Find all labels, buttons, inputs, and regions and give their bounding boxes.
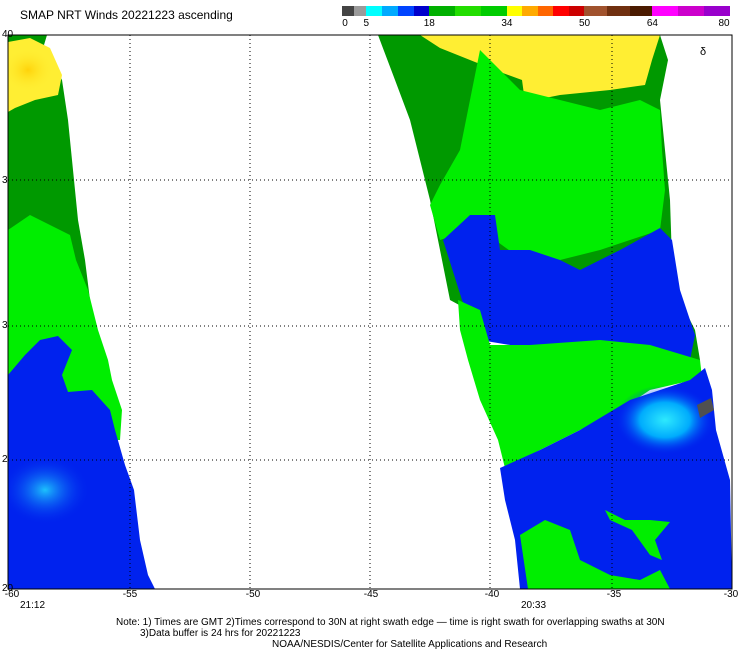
colorbar-swatch <box>522 6 538 16</box>
rain-flag-patch <box>697 398 714 418</box>
colorbar-swatch <box>342 6 355 16</box>
x-tick: -40 <box>484 589 500 600</box>
right-swath-light-green-north <box>430 50 665 260</box>
swath-time-left: 21:12 <box>20 600 46 611</box>
colorbar-swatch <box>366 6 382 16</box>
colorbar-label: 0 <box>342 18 348 29</box>
colorbar-swatch <box>537 6 554 16</box>
colorbar-label: 5 <box>363 18 370 29</box>
colorbar-label: 34 <box>501 18 513 29</box>
x-tick: -35 <box>606 589 622 600</box>
y-tick: 3 <box>2 175 8 186</box>
note-line-2: 3)Data buffer is 24 hrs for 20221223 <box>140 628 301 639</box>
right-swath-green-tongue <box>605 510 670 560</box>
colorbar-label: 80 <box>718 18 730 29</box>
map-title: SMAP NRT Winds 20221223 ascending <box>20 8 233 22</box>
x-tick: -60 <box>4 589 20 600</box>
y-tick: 20 <box>2 583 14 594</box>
colorbar-swatch <box>629 6 653 16</box>
colorbar-swatch <box>354 6 367 16</box>
colorbar-swatch <box>455 6 481 16</box>
y-tick: 2 <box>2 454 8 465</box>
colorbar-swatch <box>413 6 430 16</box>
x-tick: -45 <box>363 589 379 600</box>
symbol-marker: δ <box>700 46 706 58</box>
colorbar-swatch <box>568 6 585 16</box>
y-tick: 3 <box>2 320 8 331</box>
note-line-3: NOAA/NESDIS/Center for Satellite Applica… <box>272 639 548 650</box>
note-line-1: Note: 1) Times are GMT 2)Times correspon… <box>116 617 665 628</box>
colorbar-swatch <box>506 6 523 16</box>
colorbar-label: 64 <box>646 18 658 29</box>
colorbar-swatch <box>480 6 507 16</box>
colorbar-swatch <box>678 6 704 16</box>
colorbar-label: 50 <box>578 18 591 29</box>
colorbar-swatch <box>397 6 414 16</box>
right-swath-light-green-patch <box>520 520 670 589</box>
colorbar-label: 18 <box>423 18 435 29</box>
colorbar-swatch <box>652 6 679 16</box>
wind-speed-colorbar <box>342 6 730 16</box>
right-swath-light-green-south <box>458 300 702 468</box>
x-tick: -50 <box>245 589 261 600</box>
colorbar-swatch <box>429 6 456 16</box>
colorbar-labels: 0 5 18 34 50 64 80 <box>342 18 730 32</box>
colorbar-swatch <box>607 6 630 16</box>
right-swath-blue-north <box>443 215 695 360</box>
y-tick: 40 <box>2 29 14 40</box>
colorbar-swatch <box>584 6 608 16</box>
left-swath-blue <box>8 336 155 589</box>
colorbar-swatch <box>704 6 730 16</box>
colorbar-swatch <box>382 6 398 16</box>
x-tick: -30 <box>723 589 739 600</box>
x-tick: -55 <box>122 589 138 600</box>
swath-time-right: 20:33 <box>521 600 547 611</box>
colorbar-swatch <box>553 6 569 16</box>
